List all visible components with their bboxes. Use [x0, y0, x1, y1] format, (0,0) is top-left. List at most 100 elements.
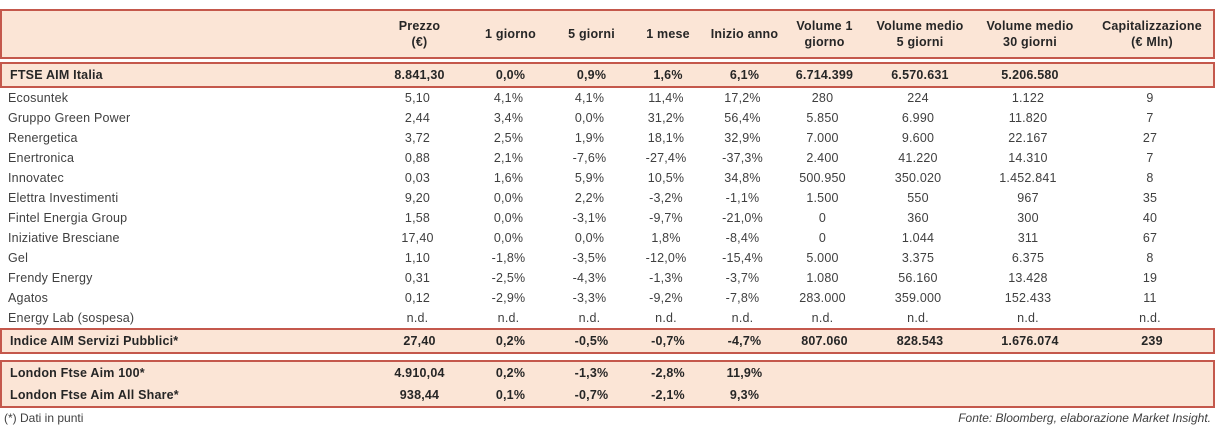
cell-5-giorni: 2,2%: [574, 191, 605, 205]
table-header-row: Prezzo (€) 1 giorno 5 giorni 1 mese Inizio a…: [2, 11, 1213, 57]
cell-prezzo: 27,40: [403, 334, 436, 348]
row-label: Indice AIM Servizi Pubblici*: [10, 334, 179, 348]
cell-volume-medio-30-giorni: 1.452.841: [999, 171, 1057, 185]
cell-volume-medio-5-giorni: 6.570.631: [891, 68, 949, 82]
cell-5-giorni: 1,9%: [574, 131, 605, 145]
cell-volume-medio-30-giorni: 13.428: [1008, 271, 1048, 285]
cell-1-mese: 1,6%: [653, 68, 683, 82]
cell-prezzo: 1,10: [404, 251, 431, 265]
cell-volume-medio-5-giorni: 56.160: [898, 271, 938, 285]
cell-volume-medio-30-giorni: 311: [1017, 231, 1039, 245]
cell-volume-medio-5-giorni: 350.020: [894, 171, 942, 185]
cell-5-giorni: -1,3%: [574, 366, 609, 380]
cell-1-giorno: 0,2%: [495, 334, 526, 348]
source-attribution: Fonte: Bloomberg, elaborazione Market In…: [958, 411, 1211, 425]
column-header-1-mese: 1 mese: [646, 26, 690, 41]
cell-inizio-anno: 11,9%: [726, 366, 763, 380]
cell-inizio-anno: 34,8%: [724, 171, 761, 185]
cell-inizio-anno: -37,3%: [722, 151, 763, 165]
cell-5-giorni: 4,1%: [574, 91, 605, 105]
cell-volume-1-giorno: 807.060: [801, 334, 848, 348]
cell-volume-1-giorno: 6.714.399: [795, 68, 854, 82]
cell-inizio-anno: 17,2%: [724, 91, 761, 105]
cell-volume-medio-5-giorni: 828.543: [896, 334, 944, 348]
cell-volume-medio-5-giorni: 1.044: [901, 231, 935, 245]
cell-volume-medio-30-giorni: 14.310: [1008, 151, 1048, 165]
cell-volume-medio-30-giorni: 1.122: [1011, 91, 1045, 105]
cell-volume-medio-5-giorni: n.d.: [907, 311, 929, 325]
cell-1-giorno: 0,1%: [495, 388, 526, 402]
cell-1-giorno: 0,2%: [495, 366, 526, 380]
table-row: Innovatec 0,03 1,6% 5,9% 10,5% 34,8% 500.950 35…: [0, 168, 1215, 188]
column-header-volume-medio-5-giorni: Volume medio 5 giorni: [876, 18, 964, 49]
table-row: Enertronica 0,88 2,1% -7,6% -27,4% -37,3% 2.40…: [0, 148, 1215, 168]
footnote-dati-in-punti: (*) Dati in punti: [4, 411, 84, 425]
cell-5-giorni: 0,0%: [574, 111, 605, 125]
cell-1-mese: 11,4%: [648, 91, 684, 105]
cell-prezzo: 5,10: [404, 91, 431, 105]
cell-volume-1-giorno: 7.000: [806, 131, 839, 145]
row-label: Energy Lab (sospesa): [8, 311, 135, 325]
table-row: Ecosuntek 5,10 4,1% 4,1% 11,4% 17,2% 280 224 1.1…: [0, 88, 1215, 108]
cell-capitalizzazione: 67: [1142, 231, 1158, 245]
column-header-1-giorno: 1 giorno: [485, 26, 536, 41]
cell-inizio-anno: -15,4%: [722, 251, 763, 265]
cell-inizio-anno: n.d.: [731, 311, 754, 325]
cell-1-giorno: 2,5%: [493, 131, 524, 145]
cell-volume-medio-5-giorni: 41.220: [898, 151, 938, 165]
cell-volume-1-giorno: 1.080: [806, 271, 839, 285]
cell-volume-medio-5-giorni: 550: [907, 191, 929, 205]
cell-inizio-anno: -1,1%: [725, 191, 760, 205]
london-index-row: London Ftse Aim All Share* 938,44 0,1% -0,7…: [2, 384, 1213, 406]
cell-prezzo: 8.841,30: [394, 68, 445, 82]
row-label: Fintel Energia Group: [8, 211, 128, 225]
cell-1-giorno: 4,1%: [493, 91, 524, 105]
cell-5-giorni: 0,0%: [574, 231, 605, 245]
cell-1-giorno: -1,8%: [491, 251, 526, 265]
cell-prezzo: 1,58: [404, 211, 431, 225]
row-label: FTSE AIM Italia: [10, 68, 103, 82]
cell-1-mese: 18,1%: [647, 131, 685, 145]
cell-capitalizzazione: 11: [1143, 291, 1157, 305]
cell-volume-1-giorno: 280: [811, 91, 834, 105]
cell-1-mese: -2,8%: [651, 366, 685, 380]
cell-prezzo: n.d.: [406, 311, 429, 325]
cell-inizio-anno: -3,7%: [725, 271, 760, 285]
row-label: Enertronica: [8, 151, 75, 165]
cell-1-giorno: -2,5%: [491, 271, 526, 285]
row-label: Innovatec: [8, 171, 65, 185]
table-row: Frendy Energy 0,31 -2,5% -4,3% -1,3% -3,7% 1.0…: [0, 268, 1215, 288]
cell-volume-1-giorno: 2.400: [806, 151, 839, 165]
column-header-prezzo: Prezzo (€): [398, 18, 441, 49]
cell-5-giorni: 5,9%: [574, 171, 605, 185]
cell-volume-medio-30-giorni: 967: [1017, 191, 1039, 205]
cell-capitalizzazione: 7: [1146, 151, 1154, 165]
cell-1-mese: -12,0%: [645, 251, 687, 265]
row-label: Frendy Energy: [8, 271, 93, 285]
cell-volume-medio-5-giorni: 360: [907, 211, 929, 225]
indice-aim-row: Indice AIM Servizi Pubblici* 27,40 0,2% -0,…: [2, 330, 1213, 352]
cell-prezzo: 938,44: [399, 388, 440, 402]
cell-prezzo: 0,03: [404, 171, 431, 185]
company-rows-section: Ecosuntek 5,10 4,1% 4,1% 11,4% 17,2% 280 224 1.1…: [0, 88, 1215, 328]
cell-inizio-anno: -7,8%: [725, 291, 760, 305]
cell-5-giorni: -3,1%: [572, 211, 607, 225]
cell-1-mese: -0,7%: [651, 334, 685, 348]
cell-capitalizzazione: 40: [1142, 211, 1158, 225]
cell-inizio-anno: -4,7%: [727, 334, 762, 348]
cell-5-giorni: -0,5%: [574, 334, 609, 348]
cell-capitalizzazione: n.d.: [1139, 311, 1161, 325]
column-header-capitalizzazione: Capitalizzazione (€ Mln): [1102, 18, 1202, 49]
cell-prezzo: 17,40: [401, 231, 434, 245]
row-label: Gel: [8, 251, 29, 265]
cell-prezzo: 0,88: [404, 151, 431, 165]
cell-capitalizzazione: 35: [1142, 191, 1158, 205]
cell-volume-medio-30-giorni: 152.433: [1004, 291, 1052, 305]
cell-volume-medio-30-giorni: 6.375: [1011, 251, 1045, 265]
cell-1-mese: -9,2%: [649, 291, 683, 305]
cell-1-mese: 1,8%: [651, 231, 681, 245]
cell-5-giorni: -4,3%: [572, 271, 607, 285]
cell-5-giorni: -3,3%: [572, 291, 607, 305]
cell-1-mese: 31,2%: [647, 111, 685, 125]
cell-volume-1-giorno: 1.500: [806, 191, 839, 205]
